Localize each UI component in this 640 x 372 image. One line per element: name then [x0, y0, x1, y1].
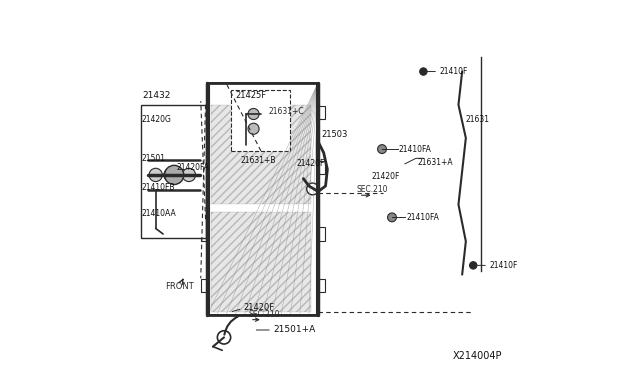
Polygon shape: [211, 212, 311, 311]
Text: 21410FB: 21410FB: [141, 183, 175, 192]
Text: 21631+A: 21631+A: [417, 157, 452, 167]
Text: 21420F: 21420F: [296, 159, 324, 169]
Text: 21503: 21503: [322, 130, 348, 139]
Text: 21631+B: 21631+B: [241, 155, 276, 165]
Polygon shape: [211, 105, 311, 205]
Text: 21420F: 21420F: [244, 303, 275, 312]
Text: 21631+C: 21631+C: [268, 107, 304, 116]
Bar: [318, 227, 324, 241]
Circle shape: [218, 331, 230, 344]
Circle shape: [164, 168, 177, 182]
Circle shape: [470, 262, 477, 269]
Bar: [201, 279, 207, 292]
Text: 21410F: 21410F: [440, 67, 468, 76]
Bar: [141, 105, 205, 238]
Text: 21410AA: 21410AA: [141, 209, 177, 218]
Text: 21432: 21432: [143, 91, 171, 100]
Text: 21631: 21631: [466, 115, 490, 124]
Bar: [201, 227, 207, 241]
Circle shape: [420, 68, 427, 75]
Circle shape: [164, 165, 184, 185]
Circle shape: [307, 183, 319, 195]
Text: 21501+A: 21501+A: [274, 325, 316, 334]
Text: 21425F: 21425F: [235, 91, 266, 100]
Bar: [232, 90, 291, 151]
Text: 21501: 21501: [141, 154, 166, 163]
Text: 21420F: 21420F: [372, 172, 400, 181]
Bar: [318, 279, 324, 292]
Text: SEC.210: SEC.210: [248, 310, 280, 319]
Bar: [318, 161, 324, 174]
Text: 21410FA: 21410FA: [399, 145, 431, 154]
Circle shape: [182, 168, 196, 182]
Circle shape: [248, 123, 259, 134]
Circle shape: [248, 109, 259, 119]
Circle shape: [378, 145, 387, 154]
Text: X214004P: X214004P: [453, 351, 502, 361]
Text: 21420FA: 21420FA: [176, 163, 209, 172]
Circle shape: [388, 213, 396, 222]
Text: 21420G: 21420G: [141, 115, 172, 124]
Text: 21410F: 21410F: [489, 261, 518, 270]
Circle shape: [149, 168, 163, 182]
Text: 21410FA: 21410FA: [406, 213, 439, 222]
Bar: [201, 106, 207, 119]
Text: FRONT: FRONT: [165, 279, 194, 291]
Text: SEC.210: SEC.210: [356, 185, 388, 194]
Bar: [318, 106, 324, 119]
Bar: [201, 161, 207, 174]
